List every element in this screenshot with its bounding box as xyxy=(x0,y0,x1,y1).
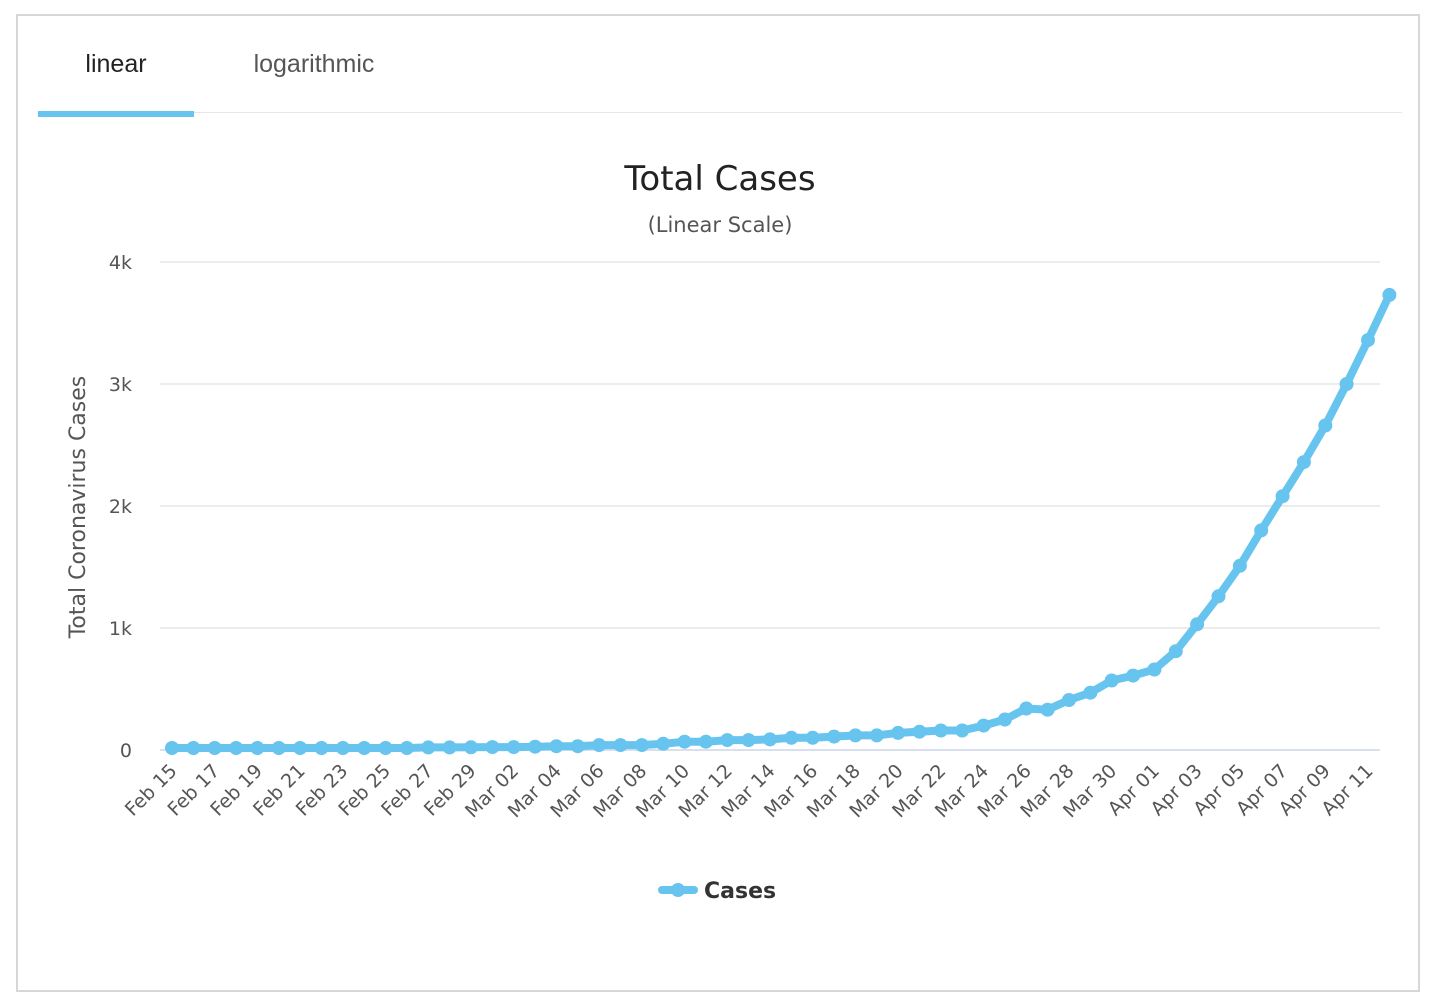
data-point xyxy=(485,740,500,755)
data-point xyxy=(1040,702,1055,717)
data-point xyxy=(1126,668,1141,683)
tab-linear[interactable]: linear xyxy=(38,16,194,112)
data-point xyxy=(933,723,948,738)
data-point xyxy=(293,741,308,755)
data-point xyxy=(613,738,628,753)
data-point xyxy=(891,725,906,740)
data-point xyxy=(186,741,201,755)
data-point xyxy=(1083,685,1098,700)
data-point xyxy=(1147,662,1162,677)
data-point xyxy=(1211,589,1226,604)
active-tab-indicator xyxy=(38,111,194,117)
data-point xyxy=(1104,673,1119,688)
chart-subtitle: (Linear Scale) xyxy=(648,213,793,237)
data-point xyxy=(165,741,179,755)
legend-label: Cases xyxy=(704,879,776,904)
data-point xyxy=(848,728,863,743)
data-point xyxy=(656,736,671,751)
data-point xyxy=(335,741,350,755)
data-point xyxy=(677,734,692,749)
y-tick-label: 4k xyxy=(109,252,132,274)
data-point xyxy=(442,740,457,755)
series-line xyxy=(168,290,1394,752)
legend[interactable]: Cases xyxy=(658,879,776,904)
data-point xyxy=(784,730,799,745)
data-point xyxy=(229,741,244,755)
data-point xyxy=(698,734,713,749)
data-point xyxy=(741,733,756,748)
data-point xyxy=(1275,489,1290,504)
data-point xyxy=(869,728,884,743)
data-point xyxy=(763,732,777,747)
tab-logarithmic-label: logarithmic xyxy=(253,49,375,78)
data-point xyxy=(720,733,735,748)
data-point xyxy=(250,741,265,755)
gridlines xyxy=(160,261,1380,751)
data-point xyxy=(592,738,607,753)
data-point xyxy=(399,741,414,755)
y-tick-label: 2k xyxy=(109,496,132,518)
data-point xyxy=(976,718,991,733)
y-axis-title: Total Coronavirus Cases xyxy=(66,376,91,640)
data-point xyxy=(1361,333,1375,348)
scale-tabs: linear logarithmic xyxy=(38,16,1402,117)
data-point xyxy=(1339,377,1354,391)
data-point xyxy=(1168,644,1183,659)
data-point xyxy=(528,739,543,754)
data-point xyxy=(912,724,927,739)
y-axis-ticks: 0 1k 2k 3k 4k xyxy=(109,252,132,762)
data-point xyxy=(1232,558,1247,573)
data-point xyxy=(570,739,585,754)
data-point xyxy=(1019,701,1034,716)
y-tick-label: 3k xyxy=(109,374,132,396)
data-point xyxy=(506,740,521,755)
data-point xyxy=(421,740,436,755)
data-point xyxy=(271,741,286,755)
data-point xyxy=(357,741,372,755)
data-point xyxy=(314,741,329,755)
chart-title: Total Cases xyxy=(623,159,815,199)
data-point xyxy=(1382,287,1397,302)
data-point xyxy=(464,740,478,755)
legend-marker xyxy=(671,883,685,897)
data-point xyxy=(805,730,820,745)
tab-logarithmic[interactable]: logarithmic xyxy=(234,16,394,112)
cases-series xyxy=(165,287,1397,755)
data-point xyxy=(997,712,1012,727)
data-point xyxy=(827,729,842,744)
data-point xyxy=(1254,523,1269,538)
data-point xyxy=(1296,455,1311,470)
data-point xyxy=(1062,693,1076,707)
data-point xyxy=(1318,418,1333,433)
data-point xyxy=(378,741,393,755)
chart-panel: linear logarithmic xyxy=(16,14,1420,992)
y-tick-label: 0 xyxy=(120,740,132,762)
data-point xyxy=(955,723,970,738)
data-point xyxy=(634,738,649,753)
data-point xyxy=(1190,617,1205,632)
data-point xyxy=(549,739,564,754)
tab-linear-label: linear xyxy=(85,49,147,78)
data-point xyxy=(207,741,222,755)
y-tick-label: 1k xyxy=(109,618,132,640)
